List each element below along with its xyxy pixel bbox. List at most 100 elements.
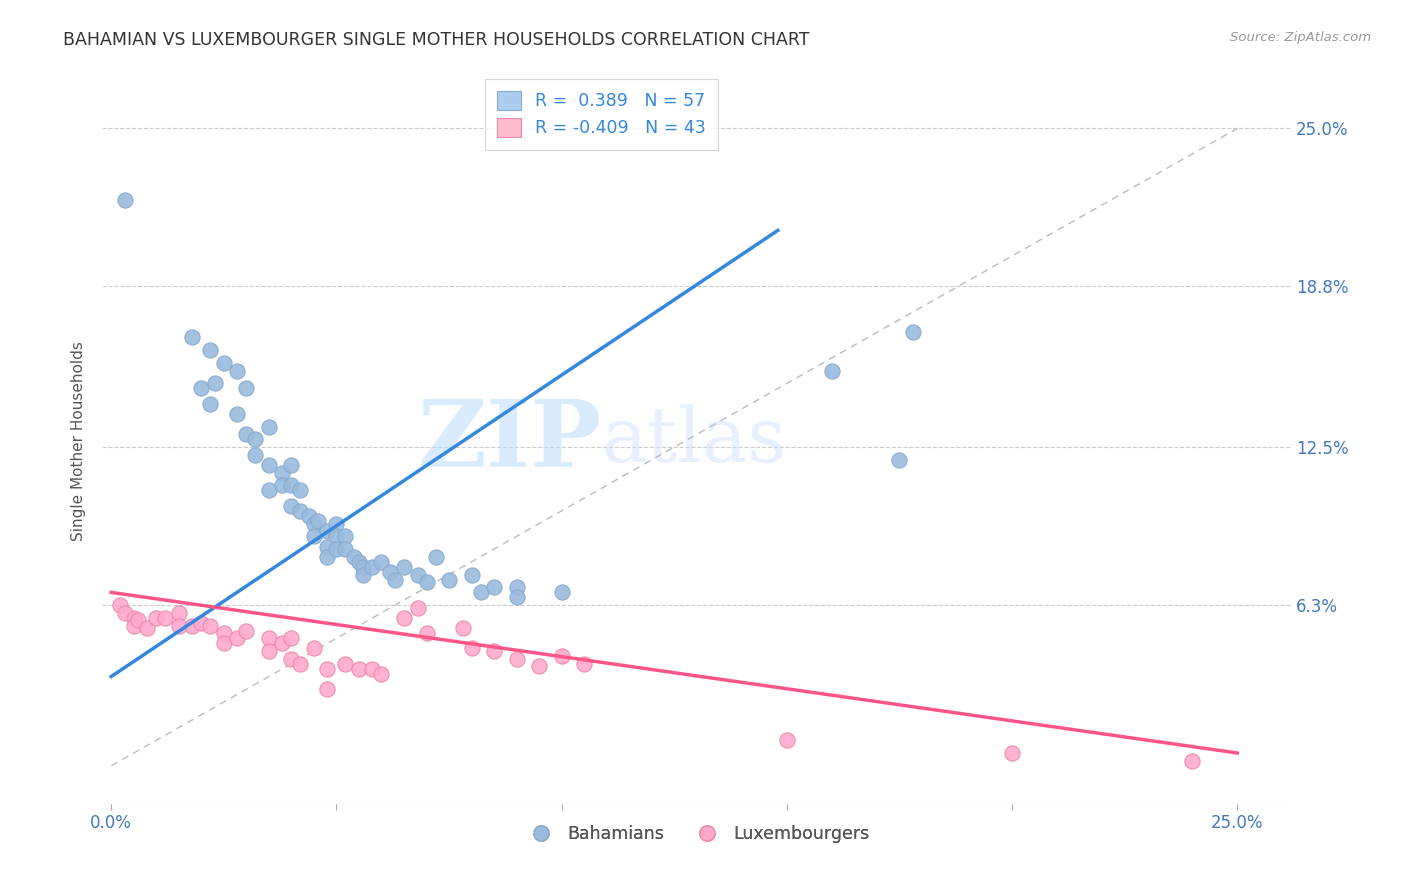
Point xyxy=(316,662,339,676)
Point xyxy=(550,585,572,599)
Point xyxy=(821,363,844,377)
Point xyxy=(212,626,235,640)
Point xyxy=(335,529,357,543)
Point xyxy=(280,499,302,513)
Point xyxy=(470,585,492,599)
Point xyxy=(136,621,159,635)
Point xyxy=(302,641,325,656)
Legend: Bahamians, Luxembourgers: Bahamians, Luxembourgers xyxy=(517,818,877,850)
Point xyxy=(347,662,370,676)
Point xyxy=(204,376,226,391)
Point xyxy=(114,606,136,620)
Point xyxy=(335,657,357,671)
Point xyxy=(460,641,482,656)
Point xyxy=(290,483,312,498)
Point xyxy=(361,662,384,676)
Point xyxy=(406,567,429,582)
Point xyxy=(280,632,302,646)
Point xyxy=(325,542,347,557)
Point xyxy=(392,611,415,625)
Point xyxy=(370,555,392,569)
Point xyxy=(271,478,294,492)
Point xyxy=(280,651,302,665)
Point xyxy=(167,606,190,620)
Point xyxy=(380,565,402,579)
Point xyxy=(527,659,550,673)
Point xyxy=(257,483,280,498)
Point xyxy=(298,508,321,523)
Point xyxy=(316,524,339,539)
Point xyxy=(257,458,280,472)
Point xyxy=(316,682,339,697)
Point xyxy=(353,560,375,574)
Point xyxy=(245,433,267,447)
Point xyxy=(122,618,145,632)
Point xyxy=(451,621,474,635)
Point xyxy=(384,573,406,587)
Point xyxy=(482,644,505,658)
Point xyxy=(353,567,375,582)
Point xyxy=(335,542,357,557)
Point xyxy=(343,549,366,564)
Point xyxy=(280,458,302,472)
Point xyxy=(271,466,294,480)
Point xyxy=(110,598,132,612)
Point xyxy=(212,356,235,370)
Point xyxy=(167,618,190,632)
Point xyxy=(257,632,280,646)
Point xyxy=(1181,754,1204,768)
Point xyxy=(460,567,482,582)
Point xyxy=(437,573,460,587)
Point xyxy=(370,667,392,681)
Point xyxy=(271,636,294,650)
Point xyxy=(415,626,437,640)
Point xyxy=(415,575,437,590)
Point xyxy=(361,560,384,574)
Point xyxy=(505,651,527,665)
Point xyxy=(316,549,339,564)
Point xyxy=(1001,746,1024,760)
Point xyxy=(325,516,347,531)
Point xyxy=(257,644,280,658)
Point xyxy=(245,448,267,462)
Point xyxy=(901,326,924,340)
Point xyxy=(235,381,257,395)
Point xyxy=(325,529,347,543)
Point xyxy=(155,611,177,625)
Point xyxy=(482,580,505,594)
Point xyxy=(122,611,145,625)
Point xyxy=(505,591,527,605)
Point xyxy=(181,618,204,632)
Point xyxy=(235,427,257,442)
Point xyxy=(226,632,249,646)
Point xyxy=(280,478,302,492)
Point xyxy=(406,600,429,615)
Point xyxy=(200,397,222,411)
Point xyxy=(572,657,595,671)
Text: atlas: atlas xyxy=(602,404,787,478)
Point xyxy=(190,615,212,630)
Point xyxy=(307,514,329,528)
Point xyxy=(347,555,370,569)
Point xyxy=(127,614,149,628)
Point xyxy=(889,453,911,467)
Point xyxy=(226,363,249,377)
Text: BAHAMIAN VS LUXEMBOURGER SINGLE MOTHER HOUSEHOLDS CORRELATION CHART: BAHAMIAN VS LUXEMBOURGER SINGLE MOTHER H… xyxy=(63,31,810,49)
Point xyxy=(181,330,204,344)
Point xyxy=(550,649,572,664)
Point xyxy=(290,504,312,518)
Point xyxy=(114,193,136,207)
Point xyxy=(505,580,527,594)
Point xyxy=(302,529,325,543)
Text: Source: ZipAtlas.com: Source: ZipAtlas.com xyxy=(1230,31,1371,45)
Text: ZIP: ZIP xyxy=(418,396,602,486)
Point xyxy=(226,407,249,421)
Point xyxy=(235,624,257,638)
Point xyxy=(212,636,235,650)
Point xyxy=(316,540,339,554)
Point xyxy=(190,381,212,395)
Point xyxy=(145,611,167,625)
Point xyxy=(200,343,222,358)
Point xyxy=(392,560,415,574)
Point xyxy=(776,733,799,747)
